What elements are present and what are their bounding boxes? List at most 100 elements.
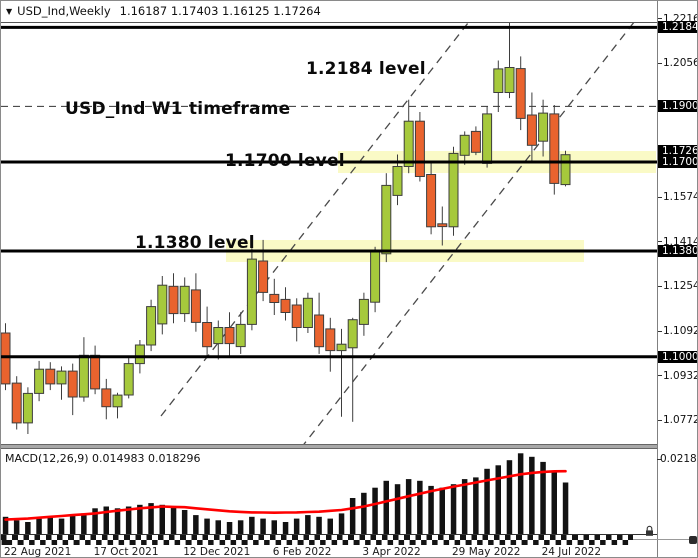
bullish-candle bbox=[504, 67, 515, 93]
macd-indicator-label: MACD(12,26,9) 0.014983 0.018296 bbox=[5, 452, 201, 465]
macd-bar bbox=[181, 510, 188, 534]
macd-bar bbox=[193, 515, 199, 534]
macd-bar bbox=[461, 479, 468, 534]
macd-bar bbox=[36, 518, 42, 534]
macd-bar bbox=[349, 498, 356, 534]
annotation-timeframe: USD_Ind W1 timeframe bbox=[65, 99, 291, 119]
bullish-candle bbox=[538, 112, 549, 142]
bullish-candle bbox=[302, 297, 313, 328]
macd-bar bbox=[237, 520, 244, 534]
price-scale-axis[interactable]: 1.221601.218401.205601.190001.172641.170… bbox=[657, 1, 697, 557]
date-label: 17 Oct 2021 bbox=[93, 546, 159, 558]
macd-bar bbox=[125, 506, 132, 534]
price-chart-area[interactable]: 1.2184 level USD_Ind W1 timeframe 1.1700… bbox=[1, 23, 657, 444]
bearish-candle bbox=[549, 113, 560, 184]
bearish-candle bbox=[101, 388, 112, 408]
scrollbar-thumb[interactable] bbox=[689, 536, 697, 544]
price-axis-highlighted-label: 1.10000 bbox=[658, 350, 697, 363]
bullish-candle bbox=[123, 363, 134, 396]
scale-lock-icon[interactable] bbox=[644, 525, 655, 537]
macd-bar bbox=[114, 508, 121, 534]
macd-bar bbox=[13, 520, 20, 534]
timeline-track bbox=[633, 539, 697, 540]
bullish-candle bbox=[392, 166, 403, 196]
macd-bar bbox=[170, 506, 177, 534]
macd-bar bbox=[361, 492, 367, 534]
bearish-candle bbox=[1, 332, 11, 385]
bullish-candle bbox=[34, 368, 45, 394]
macd-bar bbox=[316, 516, 322, 534]
price-axis-label: 1.14140 bbox=[663, 235, 697, 248]
macd-bar bbox=[540, 461, 546, 534]
price-axis-label: 1.12540 bbox=[663, 280, 697, 293]
axis-tick bbox=[658, 241, 662, 243]
trend-channel bbox=[160, 23, 635, 444]
macd-bar bbox=[327, 518, 333, 534]
macd-bar bbox=[25, 522, 31, 534]
macd-bar bbox=[282, 522, 289, 534]
candlesticks bbox=[1, 23, 571, 434]
chart-title-bar: ▼ USD_Ind,Weekly 1.16187 1.17403 1.16125 1… bbox=[1, 1, 697, 23]
bearish-candle bbox=[280, 298, 291, 313]
price-axis-highlighted-label: 1.21840 bbox=[658, 21, 697, 34]
macd-bar bbox=[551, 470, 557, 534]
macd-bar bbox=[417, 480, 423, 534]
macd-bar bbox=[159, 504, 165, 534]
price-axis-label: 1.10920 bbox=[663, 325, 697, 338]
bearish-candle bbox=[269, 293, 280, 303]
bullish-candle bbox=[22, 392, 33, 424]
date-label: 24 Jul 2022 bbox=[541, 546, 602, 558]
macd-bar bbox=[529, 456, 535, 534]
bullish-candle bbox=[370, 251, 381, 303]
macd-bar bbox=[204, 518, 210, 534]
panel-splitter[interactable] bbox=[1, 444, 657, 449]
price-axis-label: 1.15740 bbox=[663, 191, 697, 204]
macd-bar bbox=[2, 516, 9, 534]
macd-bar bbox=[47, 516, 53, 534]
macd-chart-canvas[interactable] bbox=[1, 449, 657, 534]
axis-tick bbox=[658, 196, 662, 198]
macd-scale-label: 0.021844 bbox=[660, 453, 697, 465]
bearish-candle bbox=[45, 368, 56, 385]
bearish-candle bbox=[258, 260, 269, 293]
macd-bar bbox=[215, 520, 221, 534]
price-axis-label: 1.09320 bbox=[663, 369, 697, 382]
timeline-scrollbar[interactable] bbox=[1, 535, 633, 545]
macd-bar bbox=[103, 506, 109, 534]
bullish-candle bbox=[213, 327, 224, 345]
bullish-candle bbox=[246, 258, 257, 325]
bearish-candle bbox=[325, 328, 336, 352]
bullish-candle bbox=[146, 306, 157, 346]
macd-bar bbox=[260, 518, 266, 534]
candlestick-chart-canvas[interactable] bbox=[1, 23, 657, 444]
dropdown-arrow-icon[interactable]: ▼ bbox=[6, 7, 13, 16]
bullish-candle bbox=[78, 354, 89, 398]
annotation-1-2184-level: 1.2184 level bbox=[306, 59, 426, 79]
bearish-candle bbox=[190, 289, 201, 323]
macd-signal-line bbox=[4, 469, 567, 521]
macd-bar bbox=[81, 513, 87, 534]
macd-bar bbox=[58, 518, 65, 534]
bullish-candle bbox=[56, 370, 67, 385]
bullish-candle bbox=[448, 152, 459, 228]
macd-bar bbox=[450, 484, 457, 534]
date-axis[interactable]: 22 Aug 2021 17 Oct 2021 12 Dec 2021 6 Feb 2… bbox=[1, 546, 657, 558]
date-label: 6 Feb 2022 bbox=[272, 546, 332, 558]
macd-bar bbox=[383, 480, 389, 534]
macd-bar bbox=[562, 482, 569, 534]
macd-bar bbox=[405, 479, 412, 534]
bullish-candle bbox=[336, 343, 347, 352]
bearish-candle bbox=[11, 382, 22, 424]
level-lines bbox=[1, 25, 657, 359]
macd-bar bbox=[484, 468, 490, 534]
macd-indicator-panel[interactable]: MACD(12,26,9) 0.014983 0.018296 bbox=[1, 449, 657, 535]
bullish-candle bbox=[358, 298, 369, 325]
macd-histogram bbox=[2, 453, 569, 534]
macd-bar bbox=[372, 487, 378, 534]
axis-tick bbox=[658, 419, 662, 421]
date-label: 22 Aug 2021 bbox=[4, 546, 72, 558]
symbol-timeframe-label: USD_Ind,Weekly bbox=[17, 4, 111, 18]
macd-bar bbox=[428, 485, 434, 534]
macd-bar bbox=[69, 515, 76, 534]
bearish-candle bbox=[526, 114, 537, 146]
